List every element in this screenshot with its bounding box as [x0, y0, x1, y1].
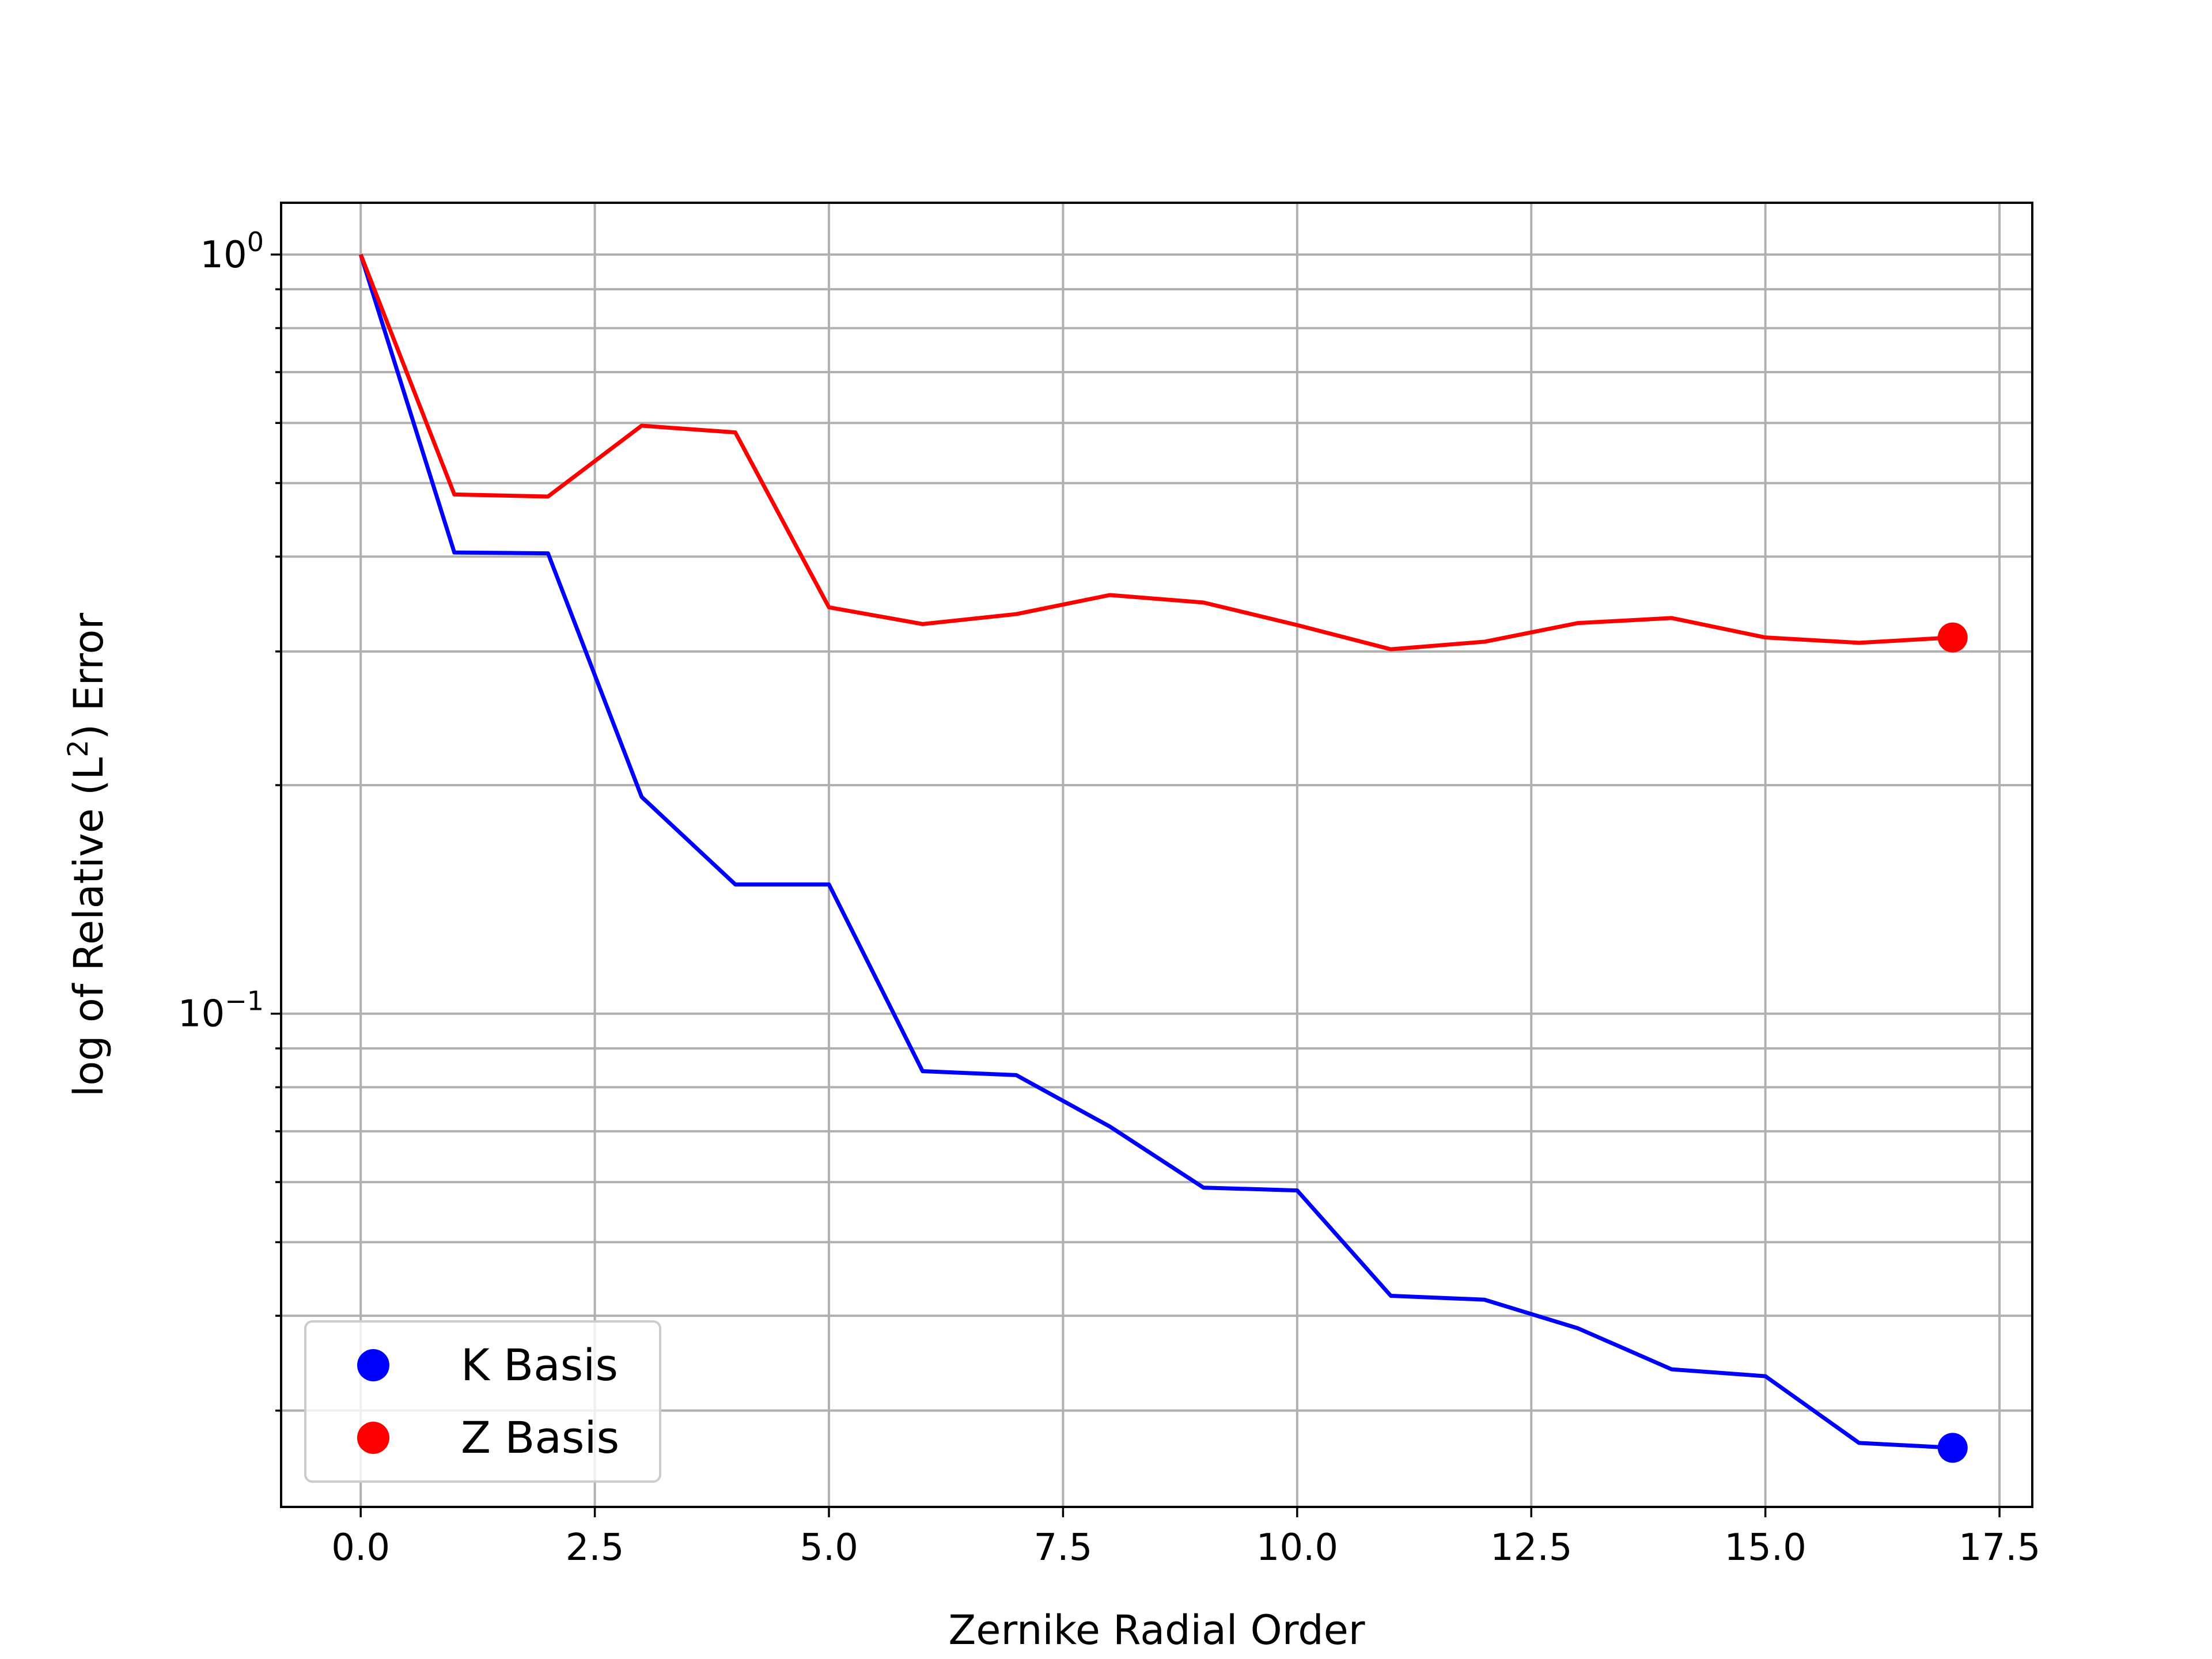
x-tick-label: 15.0: [1724, 1527, 1806, 1569]
legend-label-z-basis: Z Basis: [461, 1412, 619, 1463]
y-axis-ticks: 100 10−1: [178, 226, 281, 1412]
x-tick-label: 12.5: [1490, 1527, 1573, 1569]
x-axis-ticks: 0.0 2.5 5.0 7.5 10.0 12.5 15.0 17.5: [331, 1507, 2040, 1569]
series-markers: [1937, 622, 1968, 1463]
legend-marker-z-basis: [357, 1422, 389, 1454]
x-tick-label: 7.5: [1034, 1527, 1093, 1569]
y-axis-label-main: log of Relative (L: [65, 757, 112, 1097]
y-axis-label-superscript: 2: [62, 740, 94, 757]
series-point-k-basis: [1937, 1433, 1968, 1463]
plot-frame: [280, 202, 2033, 1508]
series-point-z-basis: [1937, 622, 1968, 653]
y-tick-label: 10−1: [178, 986, 264, 1036]
legend-label-k-basis: K Basis: [461, 1339, 618, 1391]
series-line-k-basis: [358, 253, 1953, 1450]
x-axis-label: Zernike Radial Order: [948, 1607, 1365, 1654]
y-axis-label-tail: ) Error: [65, 613, 112, 740]
x-tick-label: 10.0: [1256, 1527, 1339, 1569]
x-tick-label: 0.0: [331, 1527, 390, 1569]
series-lines: [358, 253, 1953, 1450]
x-tick-label: 17.5: [1959, 1527, 2041, 1569]
legend-marker-k-basis: [357, 1349, 389, 1381]
series-line-z-basis: [358, 253, 1953, 652]
y-tick-label: 100: [200, 226, 264, 276]
x-tick-label: 5.0: [800, 1527, 858, 1569]
legend: K Basis Z Basis: [304, 1320, 661, 1483]
x-tick-label: 2.5: [566, 1527, 624, 1569]
y-axis-label: log of Relative (L2) Error: [62, 613, 112, 1097]
legend-box: [304, 1320, 661, 1483]
